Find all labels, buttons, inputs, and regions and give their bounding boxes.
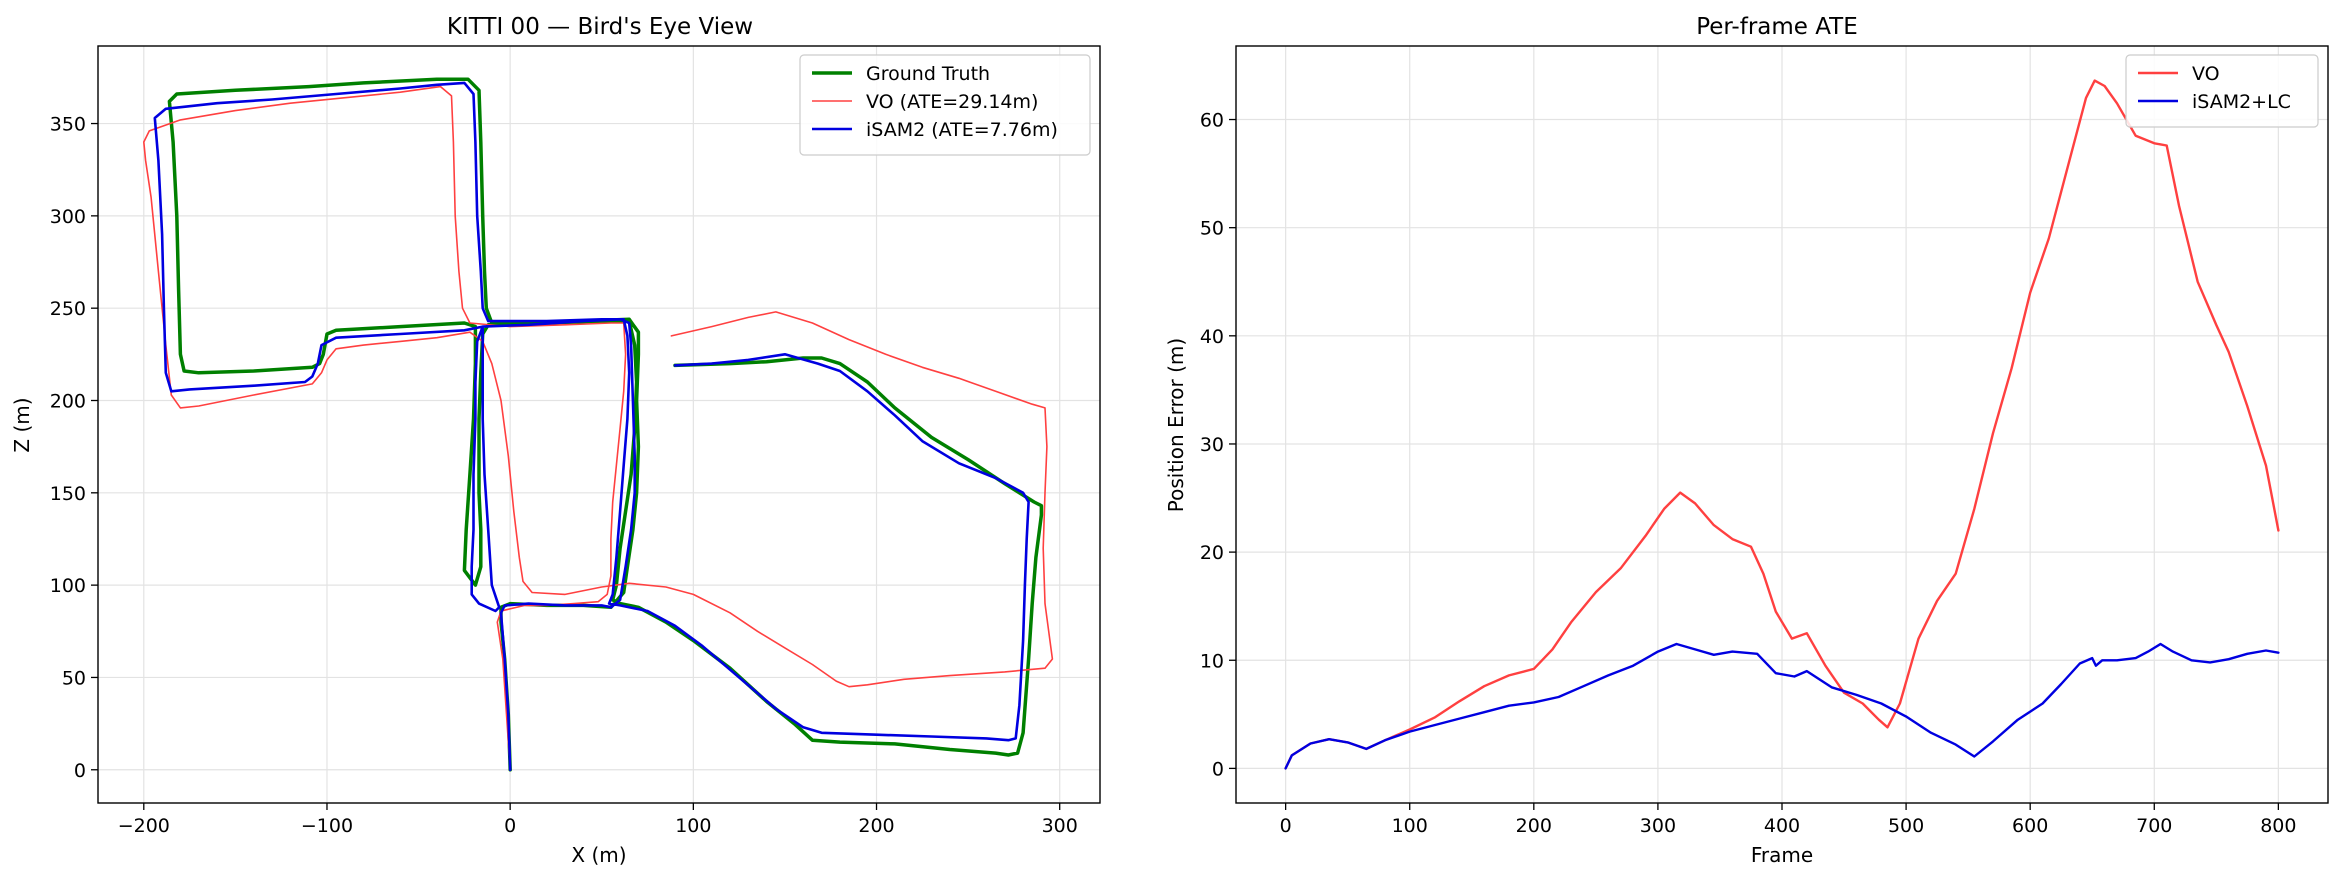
y-tick-label: 50	[62, 667, 86, 689]
x-tick-label: 100	[1392, 815, 1428, 837]
y-axis-label: Z (m)	[10, 397, 34, 452]
x-tick-label: 600	[2012, 815, 2048, 837]
x-tick-label: −100	[301, 815, 353, 837]
x-tick-label: 100	[675, 815, 711, 837]
legend-label: iSAM2+LC	[2192, 91, 2291, 113]
x-tick-label: 700	[2136, 815, 2172, 837]
y-tick-label: 20	[1200, 542, 1224, 564]
ate-chart: Per-frame ATE 0 100 200 300 400 500 600 700 800 0…	[1164, 14, 2329, 867]
series-line-1	[143, 85, 1054, 771]
bev-chart: KITTI 00 — Bird's Eye View −200 −100 0 100 2…	[10, 14, 1101, 867]
chart-title: KITTI 00 — Bird's Eye View	[447, 14, 753, 40]
x-axis-label: X (m)	[571, 843, 626, 867]
legend-box	[799, 54, 1091, 156]
x-tick-label: 800	[2260, 815, 2296, 837]
y-tick-label: 0	[1212, 758, 1224, 780]
x-tick-label: 200	[1516, 815, 1552, 837]
series-line-1	[1284, 642, 2280, 770]
legend-label: Ground Truth	[866, 63, 990, 85]
legend-label: VO	[2192, 63, 2220, 85]
chart-title: Per-frame ATE	[1696, 14, 1858, 40]
x-tick-label: 0	[1280, 815, 1292, 837]
y-tick-label: 10	[1200, 650, 1224, 672]
y-tick-label: 350	[50, 114, 86, 136]
x-tick-label: 300	[1042, 815, 1078, 837]
y-tick-label: 250	[50, 298, 86, 320]
series-line-2	[153, 81, 1030, 772]
x-tick-label: −200	[118, 815, 170, 837]
y-tick-label: 60	[1200, 110, 1224, 132]
y-tick-label: 100	[50, 575, 86, 597]
y-tick-label: 300	[50, 206, 86, 228]
series-line-0	[167, 77, 1044, 772]
y-tick-label: 0	[74, 760, 86, 782]
plot-frame	[97, 45, 1101, 804]
legend-label: VO (ATE=29.14m)	[866, 91, 1038, 113]
y-tick-label: 150	[50, 483, 86, 505]
x-tick-label: 500	[1888, 815, 1924, 837]
y-tick-label: 200	[50, 390, 86, 412]
x-tick-label: 200	[858, 815, 894, 837]
legend-label: iSAM2 (ATE=7.76m)	[866, 119, 1058, 141]
y-tick-label: 50	[1200, 218, 1224, 240]
y-axis-label: Position Error (m)	[1164, 338, 1188, 512]
x-tick-label: 0	[504, 815, 516, 837]
x-axis-label: Frame	[1751, 843, 1813, 867]
x-tick-label: 400	[1764, 815, 1800, 837]
y-tick-label: 40	[1200, 326, 1224, 348]
x-tick-label: 300	[1640, 815, 1676, 837]
y-tick-label: 30	[1200, 434, 1224, 456]
